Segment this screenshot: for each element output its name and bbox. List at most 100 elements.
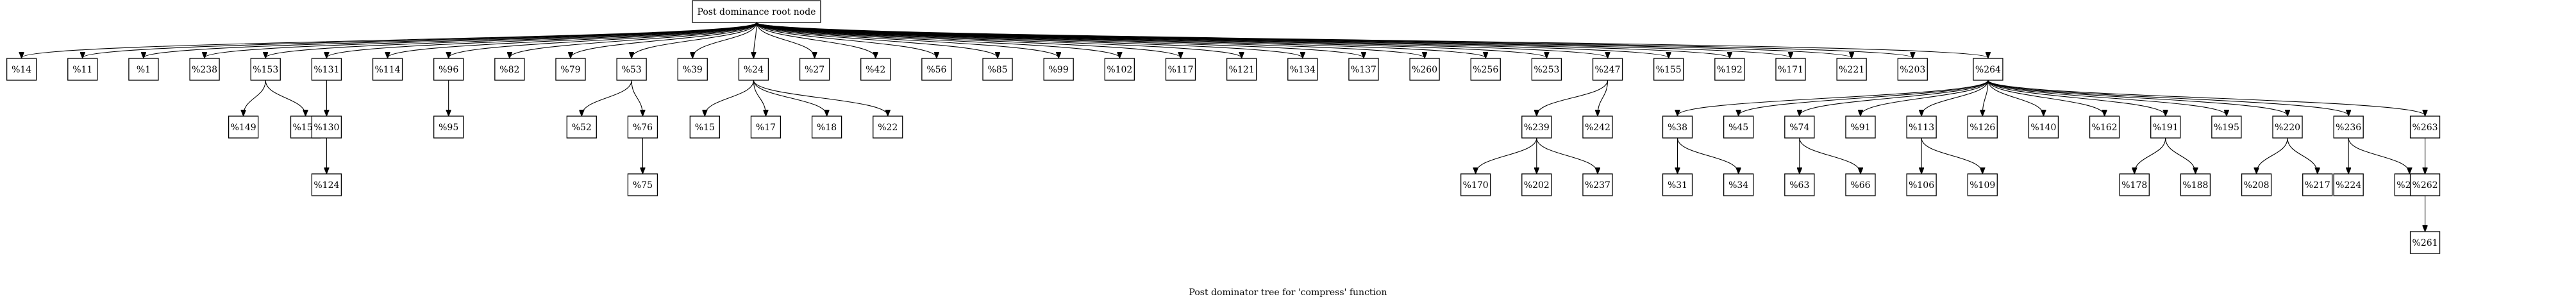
node-label: %253 — [1534, 65, 1559, 75]
tree-node-n-106: %106 — [1906, 173, 1937, 196]
tree-node-n-238: %238 — [189, 58, 220, 81]
tree-node-n-91: %91 — [1845, 116, 1876, 139]
node-box — [1784, 173, 1815, 196]
edge-n-264-to-n-140 — [1987, 80, 2044, 116]
node-box — [2211, 116, 2242, 139]
edge-n-264-to-n-113 — [1921, 80, 1989, 116]
node-box — [372, 58, 403, 81]
node-box — [1287, 58, 1318, 81]
edge-root-to-n-264 — [756, 22, 1988, 58]
node-label: %114 — [375, 65, 401, 75]
node-box — [494, 58, 525, 81]
edge-n-53-to-n-52 — [581, 80, 632, 116]
node-box — [1104, 58, 1135, 81]
node-box — [2150, 116, 2181, 139]
node-box — [2333, 173, 2364, 196]
node-box — [1470, 58, 1501, 81]
node-label: %15 — [695, 123, 715, 133]
node-label: %263 — [2413, 123, 2438, 133]
edge-n-113-to-n-109 — [1921, 137, 1982, 173]
edge-n-264-to-n-195 — [1987, 80, 2227, 116]
tree-node-n-79: %79 — [555, 58, 586, 81]
tree-node-n-82: %82 — [494, 58, 525, 81]
node-label: %195 — [2214, 123, 2239, 133]
node-label: %217 — [2305, 180, 2330, 191]
node-box — [1723, 116, 1754, 139]
node-box — [1662, 116, 1693, 139]
post-dominator-tree-diagram: Post dominance root node %14 %11 %1 %238 %153… — [6, 0, 2441, 254]
tree-node-n-217: %217 — [2302, 173, 2333, 196]
node-label: %134 — [1290, 65, 1316, 75]
node-label: %42 — [866, 65, 885, 75]
edge-n-24-to-n-15 — [705, 80, 754, 116]
node-label: %256 — [1473, 65, 1498, 75]
tree-node-n-140: %140 — [2028, 116, 2059, 139]
tree-node-n-170: %170 — [1460, 173, 1491, 196]
node-box — [921, 58, 952, 81]
node-label: %66 — [1850, 180, 1870, 191]
edge-root-to-n-155 — [756, 22, 1669, 58]
node-label: %188 — [2182, 180, 2208, 191]
tree-node-n-75: %75 — [627, 173, 658, 196]
tree-node-n-52: %52 — [566, 116, 597, 139]
node-box — [860, 58, 891, 81]
node-label: %18 — [817, 123, 837, 133]
node-label: Post dominance root node — [698, 7, 816, 17]
node-box — [1967, 116, 1998, 139]
tree-node-n-262: %262 — [2409, 173, 2441, 196]
edge-n-24-to-n-18 — [753, 80, 826, 116]
tree-node-n-220: %220 — [2272, 116, 2303, 139]
node-label: %53 — [622, 65, 642, 75]
node-box — [2409, 116, 2441, 139]
node-label: %261 — [2413, 238, 2438, 248]
tree-node-n-124: %124 — [311, 173, 342, 196]
tree-node-n-178: %178 — [2119, 173, 2150, 196]
tree-node-n-263: %263 — [2409, 116, 2441, 139]
node-label: %121 — [1229, 65, 1255, 75]
edge-root-to-n-11 — [83, 22, 757, 58]
node-box — [1967, 173, 1998, 196]
edge-root-to-n-42 — [756, 22, 876, 58]
node-box — [1714, 58, 1745, 81]
node-label: %74 — [1789, 123, 1809, 133]
node-box — [228, 116, 259, 139]
tree-node-n-256: %256 — [1470, 58, 1501, 81]
nodes-layer: Post dominance root node %14 %11 %1 %238 %153… — [6, 0, 2441, 254]
edge-n-220-to-n-217 — [2287, 137, 2318, 173]
edge-n-24-to-n-22 — [753, 80, 887, 116]
edge-root-to-n-117 — [756, 22, 1180, 58]
edge-n-264-to-n-236 — [1987, 80, 2348, 116]
node-label: %95 — [439, 123, 458, 133]
edge-root-to-n-85 — [756, 22, 998, 58]
edge-n-239-to-n-237 — [1536, 137, 1598, 173]
node-box — [799, 58, 830, 81]
tree-node-n-113: %113 — [1906, 116, 1937, 139]
tree-node-n-208: %208 — [2241, 173, 2272, 196]
node-label: %82 — [499, 65, 519, 75]
node-label: %22 — [878, 123, 898, 133]
edge-n-24-to-n-17 — [753, 80, 765, 116]
node-box — [1409, 58, 1440, 81]
node-label: %56 — [926, 65, 946, 75]
edge-root-to-n-131 — [326, 22, 757, 58]
node-label: %117 — [1167, 65, 1193, 75]
edge-n-264-to-n-220 — [1987, 80, 2287, 116]
node-label: %131 — [314, 65, 339, 75]
node-label: %192 — [1717, 65, 1743, 75]
node-label: %262 — [2413, 180, 2438, 191]
tree-node-n-126: %126 — [1967, 116, 1998, 139]
edge-root-to-n-153 — [265, 22, 757, 58]
node-label: %91 — [1850, 123, 1870, 133]
node-label: %153 — [253, 65, 278, 75]
node-label: %102 — [1107, 65, 1132, 75]
node-box — [1460, 173, 1491, 196]
node-box — [1845, 116, 1876, 139]
edge-n-74-to-n-66 — [1799, 137, 1861, 173]
node-label: %162 — [2092, 123, 2118, 133]
tree-node-n-203: %203 — [1897, 58, 1928, 81]
edge-n-247-to-n-239 — [1537, 80, 1609, 116]
edge-root-to-n-121 — [756, 22, 1242, 58]
node-label: %31 — [1668, 180, 1687, 191]
edge-root-to-n-134 — [756, 22, 1303, 58]
node-box — [1653, 58, 1684, 81]
